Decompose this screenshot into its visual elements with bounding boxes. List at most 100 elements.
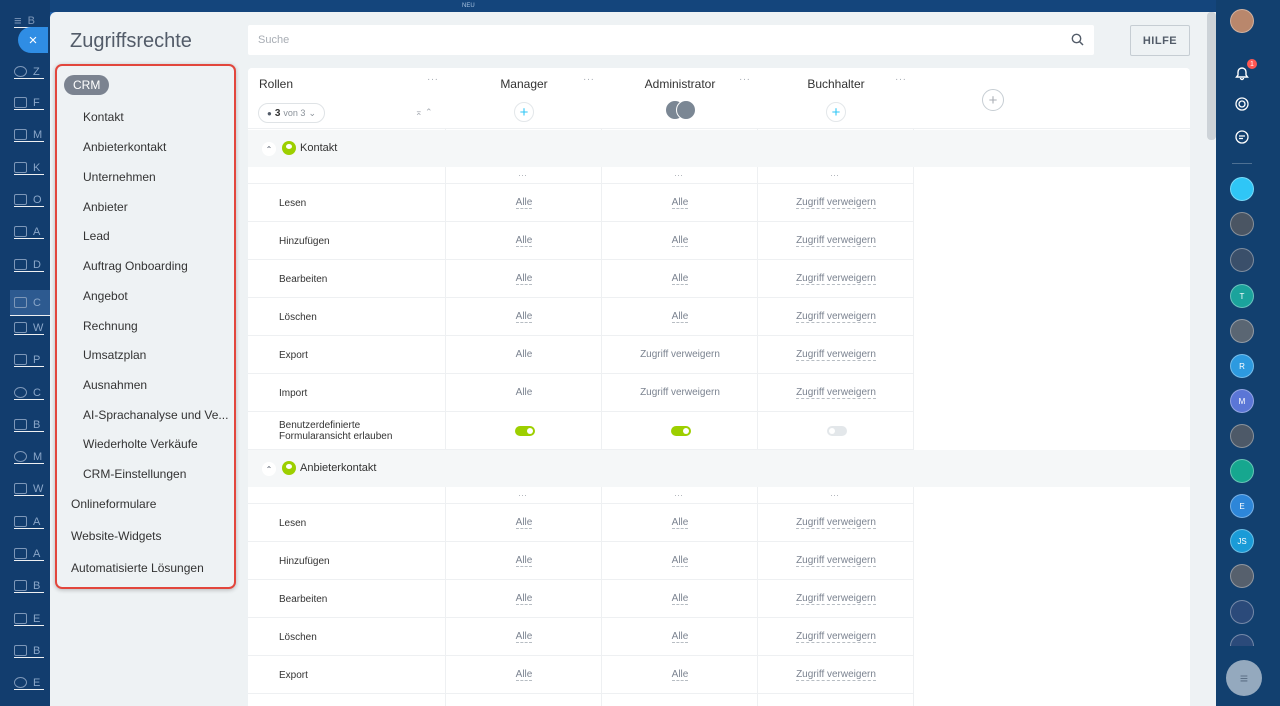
contact-avatar-e[interactable]: E	[1230, 494, 1254, 518]
user-avatar[interactable]	[1230, 9, 1254, 33]
more-icon[interactable]: ···	[674, 490, 683, 500]
permission-value[interactable]: Zugriff verweigern	[796, 517, 876, 529]
permission-value[interactable]: Alle	[671, 593, 689, 605]
bell-icon[interactable]: 1	[1230, 59, 1257, 86]
more-icon[interactable]: ···	[830, 170, 839, 180]
contact-avatar[interactable]	[1230, 248, 1254, 272]
permission-value[interactable]: Alle	[671, 669, 689, 681]
menu-item-angebot[interactable]: Angebot	[83, 289, 128, 303]
permission-value[interactable]: Alle	[671, 311, 689, 323]
close-slider-button[interactable]: ×	[18, 27, 48, 53]
permission-value[interactable]: Alle	[671, 631, 689, 643]
roles-count-filter[interactable]: ● 3 von 3 ⌄	[258, 103, 325, 123]
more-icon[interactable]: ···	[427, 74, 439, 85]
contact-avatar[interactable]	[1230, 212, 1254, 236]
add-member-button[interactable]: +	[826, 102, 846, 122]
scrollbar[interactable]	[1207, 12, 1216, 706]
menu-section-crm[interactable]: CRM	[64, 75, 110, 95]
permission-value[interactable]: Alle	[515, 235, 533, 247]
search-input[interactable]	[248, 25, 1094, 55]
role-header-administrator[interactable]: Administrator	[644, 77, 716, 91]
section-kontakt[interactable]: ⌃ Kontakt	[248, 130, 1190, 167]
contact-avatar[interactable]	[1230, 600, 1254, 624]
contact-avatar[interactable]	[1230, 319, 1254, 343]
permission-value[interactable]: Zugriff verweigern	[796, 235, 876, 247]
permission-value[interactable]: Zugriff verweigern	[796, 349, 876, 361]
permission-value[interactable]: Zugriff verweigern	[796, 273, 876, 285]
permission-value[interactable]: Alle	[671, 555, 689, 567]
menu-item-automatisierte-loesungen[interactable]: Automatisierte Lösungen	[71, 561, 204, 575]
menu-item-crm-einstellungen[interactable]: CRM-Einstellungen	[83, 467, 187, 481]
contact-avatar-js[interactable]: JS	[1230, 529, 1254, 553]
permission-value[interactable]: Alle	[515, 349, 533, 360]
add-member-button[interactable]: +	[514, 102, 534, 122]
permission-value[interactable]: Alle	[515, 197, 533, 209]
toggle-switch[interactable]	[515, 426, 535, 436]
menu-item-anbieterkontakt[interactable]: Anbieterkontakt	[83, 140, 167, 154]
contact-avatar[interactable]	[1230, 564, 1254, 588]
permission-value[interactable]: Zugriff verweigern	[796, 593, 876, 605]
menu-item-ai-sprachanalyse[interactable]: AI-Sprachanalyse und Ve...	[83, 408, 229, 422]
permission-value[interactable]: Zugriff verweigern	[796, 669, 876, 681]
more-icon[interactable]: ···	[518, 170, 527, 180]
menu-item-umsatzplan[interactable]: Umsatzplan	[83, 348, 147, 362]
more-icon[interactable]: ···	[518, 490, 527, 500]
more-icon[interactable]: ···	[830, 490, 839, 500]
permission-value[interactable]: Alle	[671, 197, 689, 209]
more-icon[interactable]: ···	[739, 74, 751, 85]
permission-value[interactable]: Alle	[515, 387, 533, 398]
menu-fab-icon[interactable]: ≡	[1226, 660, 1262, 696]
menu-item-wiederholte-verkaeufe[interactable]: Wiederholte Verkäufe	[83, 437, 198, 451]
toggle-switch[interactable]	[827, 426, 847, 436]
search-chat-icon[interactable]	[1230, 125, 1254, 149]
toggle-switch[interactable]	[671, 426, 691, 436]
collapse-expand-icon[interactable]: ⌅ ⌃	[415, 107, 433, 117]
more-icon[interactable]: ···	[895, 74, 907, 85]
menu-item-rechnung[interactable]: Rechnung	[83, 319, 138, 333]
menu-item-lead[interactable]: Lead	[83, 229, 110, 243]
permission-value[interactable]: Zugriff verweigern	[796, 555, 876, 567]
permission-value[interactable]: Zugriff verweigern	[796, 311, 876, 323]
chat-icon[interactable]	[1230, 177, 1254, 201]
menu-item-website-widgets[interactable]: Website-Widgets	[71, 529, 162, 543]
role-header-manager[interactable]: Manager	[500, 77, 548, 91]
contact-avatar[interactable]	[1230, 424, 1254, 448]
search-icon[interactable]	[1071, 33, 1084, 46]
permission-value[interactable]: Alle	[671, 235, 689, 247]
section-anbieterkontakt[interactable]: ⌃ Anbieterkontakt	[248, 450, 1190, 487]
chevron-up-icon[interactable]: ⌃	[262, 142, 276, 156]
app-avatar[interactable]	[1230, 459, 1254, 483]
contact-avatar-r[interactable]: R	[1230, 354, 1254, 378]
role-header-buchhalter[interactable]: Buchhalter	[807, 77, 865, 91]
scrollbar-thumb[interactable]	[1207, 12, 1216, 140]
contact-avatar-m[interactable]: M	[1230, 389, 1254, 413]
more-icon[interactable]: ···	[583, 74, 595, 85]
chevron-up-icon[interactable]: ⌃	[262, 462, 276, 476]
permission-value[interactable]: Alle	[515, 669, 533, 681]
permission-value[interactable]: Alle	[671, 273, 689, 285]
menu-item-onlineformulare[interactable]: Onlineformulare	[71, 497, 157, 511]
permission-value[interactable]: Zugriff verweigern	[796, 631, 876, 643]
menu-item-unternehmen[interactable]: Unternehmen	[83, 170, 156, 184]
help-button[interactable]: HILFE	[1130, 25, 1190, 56]
permission-value[interactable]: Zugriff verweigern	[640, 387, 720, 398]
permission-value[interactable]: Zugriff verweigern	[796, 387, 876, 399]
search-field[interactable]	[248, 25, 1094, 55]
menu-item-ausnahmen[interactable]: Ausnahmen	[83, 378, 148, 392]
permission-value[interactable]: Alle	[671, 517, 689, 529]
contact-avatar-t[interactable]: T	[1230, 284, 1254, 308]
role-members-avatars[interactable]	[665, 100, 697, 122]
menu-item-auftrag-onboarding[interactable]: Auftrag Onboarding	[83, 259, 188, 273]
permission-value[interactable]: Alle	[515, 311, 533, 323]
menu-item-anbieter[interactable]: Anbieter	[83, 200, 128, 214]
permission-value[interactable]: Alle	[515, 593, 533, 605]
permission-value[interactable]: Alle	[515, 517, 533, 529]
permission-value[interactable]: Alle	[515, 273, 533, 285]
permission-value[interactable]: Zugriff verweigern	[796, 197, 876, 209]
add-role-button[interactable]: +	[982, 89, 1004, 111]
permission-value[interactable]: Alle	[515, 555, 533, 567]
permission-value[interactable]: Zugriff verweigern	[640, 349, 720, 360]
permission-value[interactable]: Alle	[515, 631, 533, 643]
more-icon[interactable]: ···	[674, 170, 683, 180]
menu-item-kontakt[interactable]: Kontakt	[83, 110, 124, 124]
